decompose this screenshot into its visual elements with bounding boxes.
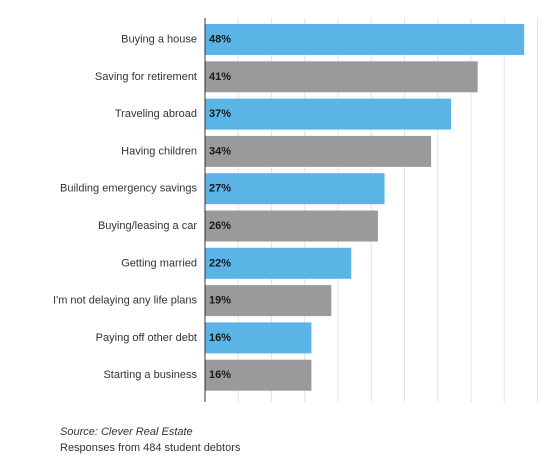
bar (205, 247, 352, 279)
bar (205, 210, 378, 242)
bars: 48% 41% 37% 34% 27% 26% 22% 19% 16% 16% (205, 24, 525, 391)
data-label: 48% (209, 34, 231, 46)
category-label: I'm not delaying any life plans (53, 295, 197, 307)
bar (205, 135, 432, 167)
category-label: Paying off other debt (96, 332, 197, 344)
category-label: Buying a house (121, 34, 197, 46)
data-label: 27% (209, 183, 231, 195)
bar (205, 98, 452, 130)
bar (205, 24, 525, 55)
category-label: Having children (121, 145, 197, 157)
data-label: 41% (209, 71, 231, 83)
category-label: Building emergency savings (60, 183, 197, 195)
category-label: Starting a business (103, 369, 197, 381)
data-label: 22% (209, 257, 231, 269)
bar (205, 359, 312, 391)
data-label: 16% (209, 332, 231, 344)
data-label: 19% (209, 295, 231, 307)
source-note: Source: Clever Real Estate (60, 426, 193, 438)
category-label: Traveling abroad (115, 108, 197, 120)
bar-chart: 48% 41% 37% 34% 27% 26% 22% 19% 16% 16% Buying a … (53, 18, 538, 402)
sample-note: Responses from 484 student debtors (60, 442, 241, 454)
bar (205, 285, 332, 317)
data-label: 16% (209, 369, 231, 381)
data-label: 26% (209, 220, 231, 232)
data-label: 37% (209, 108, 231, 120)
category-label: Buying/leasing a car (98, 220, 197, 232)
bar (205, 322, 312, 354)
category-label: Getting married (121, 257, 197, 269)
category-label: Saving for retirement (95, 71, 197, 83)
category-labels: Buying a house Saving for retirement Trave… (53, 34, 197, 382)
data-label: 34% (209, 145, 231, 157)
bar (205, 173, 385, 205)
bar (205, 61, 478, 93)
